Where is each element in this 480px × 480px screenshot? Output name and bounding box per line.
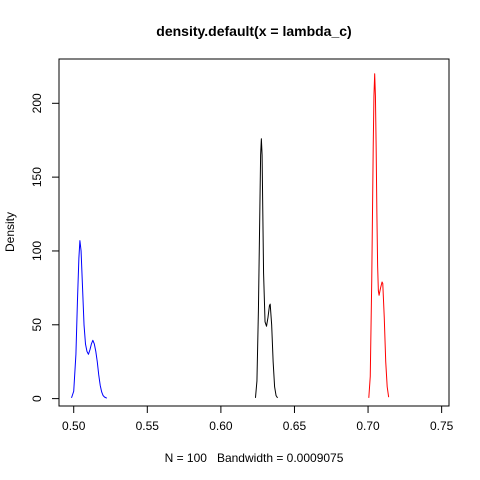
x-tick-label: 0.55 <box>136 419 160 433</box>
x-tick-label: 0.60 <box>209 419 233 433</box>
y-tick-label: 100 <box>30 241 44 261</box>
y-tick-label: 0 <box>30 395 44 402</box>
x-tick-label: 0.70 <box>356 419 380 433</box>
y-tick-label: 150 <box>30 167 44 187</box>
x-axis: 0.50 0.55 0.60 0.65 0.70 0.75 <box>62 405 454 433</box>
x-tick-label: 0.50 <box>62 419 86 433</box>
x-tick-label: 0.65 <box>283 419 307 433</box>
y-tick-label: 200 <box>30 93 44 113</box>
x-axis-label: N = 100 Bandwidth = 0.0009075 <box>165 451 344 465</box>
plot-frame <box>58 58 450 407</box>
y-axis: 0 50 100 150 200 <box>30 93 60 402</box>
density-curve <box>368 73 390 398</box>
density-curve <box>254 138 278 399</box>
x-tick-label: 0.75 <box>430 419 454 433</box>
y-tick-label: 50 <box>30 318 44 332</box>
chart-title: density.default(x = lambda_c) <box>156 23 351 39</box>
density-curves <box>71 73 390 399</box>
y-axis-label: Density <box>3 212 17 252</box>
density-curve <box>71 240 108 399</box>
